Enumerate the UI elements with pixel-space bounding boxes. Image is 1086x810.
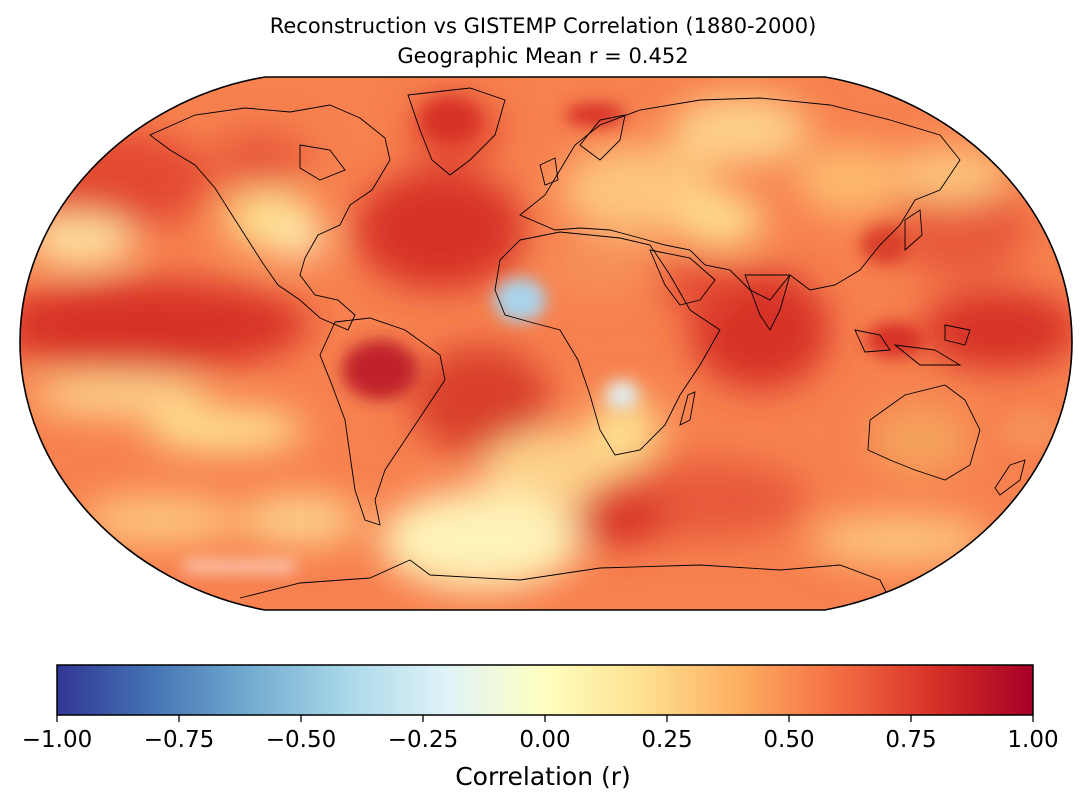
- colorbar-tick-label: 0.75: [885, 727, 937, 753]
- map-boundary: [19, 76, 1073, 611]
- colorbar-ticks: [56, 715, 1034, 722]
- colorbar-tick-label: 0.00: [519, 727, 571, 753]
- colorbar-tick-label: 0.25: [641, 727, 693, 753]
- colorbar-tick-label: −1.00: [21, 727, 93, 753]
- colorbar-label: Correlation (r): [455, 762, 631, 791]
- correlation-field: [20, 77, 1072, 610]
- coastlines: [149, 87, 1026, 601]
- colorbar-tick-label: −0.50: [265, 727, 337, 753]
- colorbar-tick-label: 1.00: [1007, 727, 1059, 753]
- colorbar-tick-label: 0.50: [763, 727, 815, 753]
- colorbar-tick-label: −0.75: [143, 727, 215, 753]
- colorbar: [56, 664, 1034, 716]
- chart-title: Reconstruction vs GISTEMP Correlation (1…: [269, 14, 817, 38]
- colorbar-tick-label: −0.25: [387, 727, 459, 753]
- chart-subtitle: Geographic Mean r = 0.452: [397, 44, 689, 68]
